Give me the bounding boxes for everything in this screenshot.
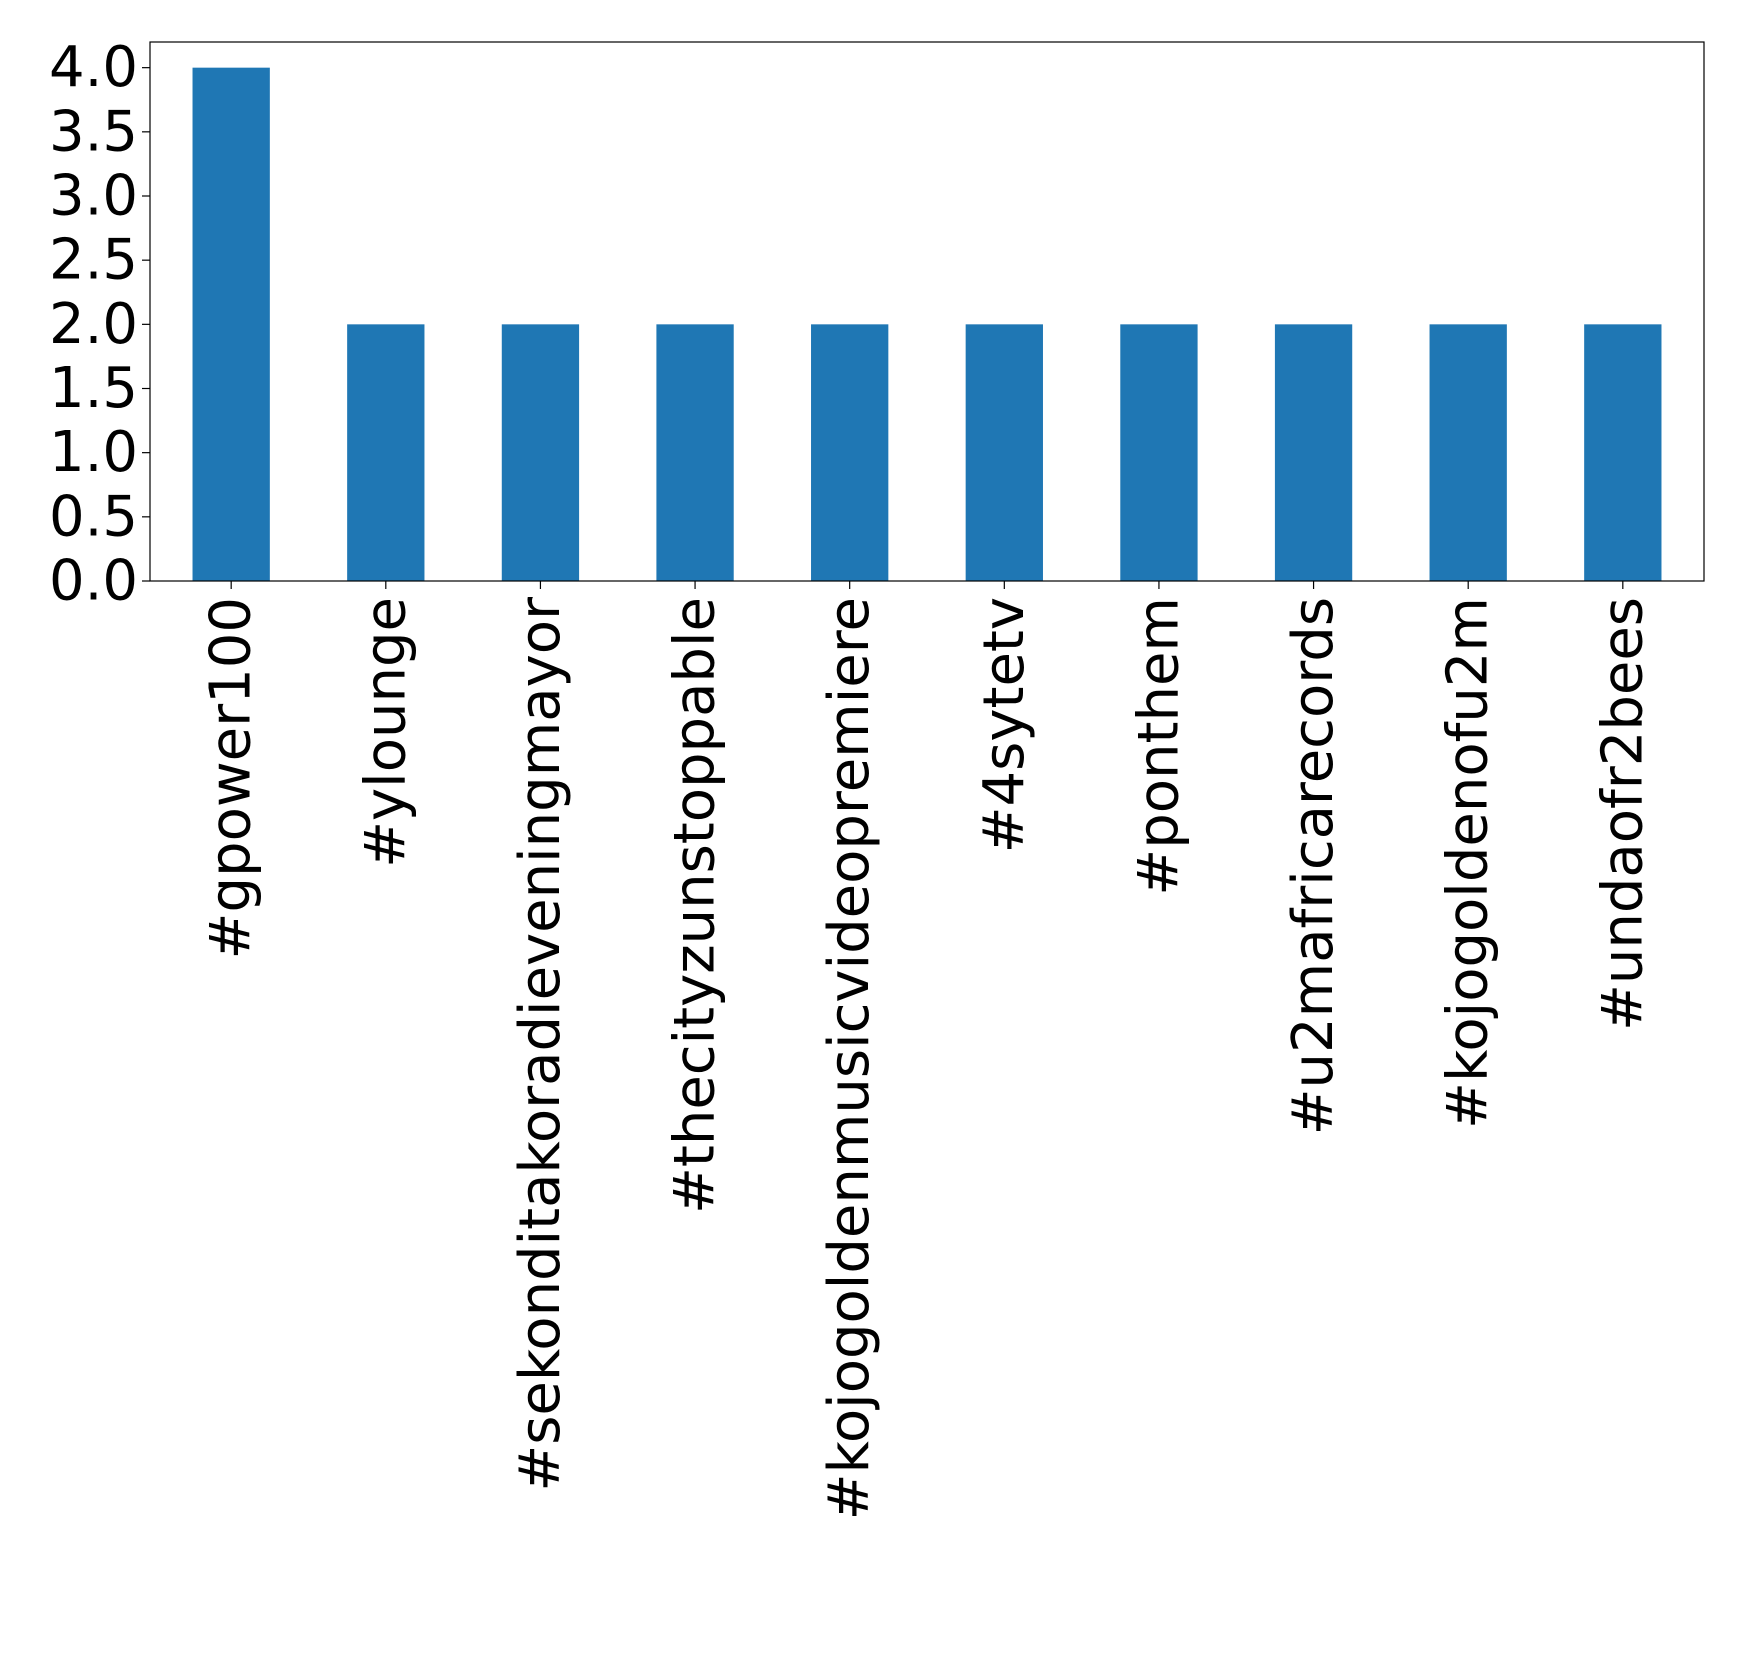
y-tick-label: 1.0 [49, 420, 138, 485]
x-tick-label: #4sytetv [972, 597, 1037, 853]
x-tick-label: #sekonditakoradieveningmayor [508, 596, 573, 1492]
bar-10 [1584, 324, 1662, 581]
x-tick-label: #u2mafricarecords [1281, 597, 1346, 1135]
x-tick-label: #kojogoldenofu2m [1436, 597, 1501, 1129]
y-tick-label: 3.0 [49, 164, 138, 229]
bar-5 [811, 324, 889, 581]
y-tick-label: 3.5 [49, 99, 138, 164]
bars-group [192, 67, 1662, 581]
x-tick-label: #undaofr2bees [1590, 597, 1655, 1031]
y-tick-label: 4.0 [49, 35, 138, 100]
y-tick-label: 2.5 [49, 228, 138, 293]
bar-9 [1429, 324, 1507, 581]
y-tick-label: 1.5 [49, 356, 138, 421]
bar-4 [656, 324, 734, 581]
y-tick-label: 0.5 [49, 484, 138, 549]
y-tick-label: 0.0 [49, 549, 138, 614]
y-tick-label: 2.0 [49, 292, 138, 357]
bar-1 [192, 67, 270, 581]
x-tick-label: #ylounge [353, 597, 418, 868]
bar-3 [501, 324, 580, 581]
x-tick-label: #ponthem [1126, 597, 1191, 896]
y-axis-ticks: 0.00.51.01.52.02.53.03.54.0 [49, 35, 150, 614]
x-tick-label: #gpower100 [199, 597, 264, 959]
bar-2 [347, 324, 425, 581]
x-axis-ticks: #gpower100 #ylounge #sekonditakoradievenin… [199, 581, 1655, 1520]
x-tick-label: #thecityzunstoppable [663, 597, 728, 1214]
bar-6 [965, 324, 1043, 581]
bar-7 [1120, 324, 1198, 581]
x-tick-label: #kojogoldenmusicvideopremiere [817, 597, 882, 1520]
plot-area-frame [149, 41, 1705, 582]
bar-8 [1274, 324, 1353, 581]
